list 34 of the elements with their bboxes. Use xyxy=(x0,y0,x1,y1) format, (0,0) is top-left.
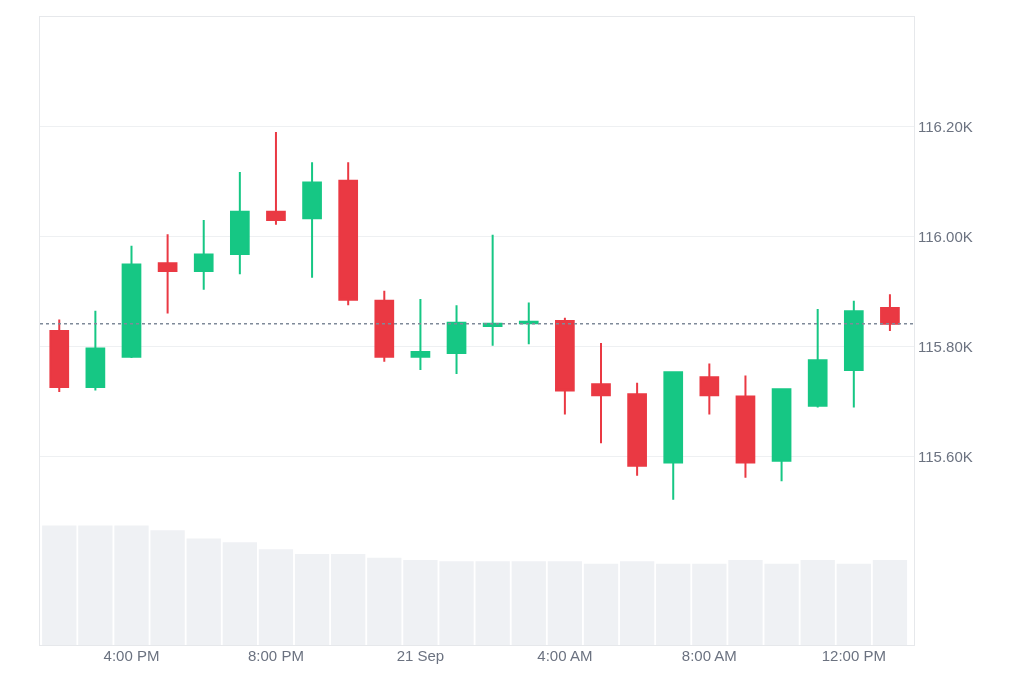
candlestick xyxy=(663,371,684,501)
x-tick-label: 21 Sep xyxy=(396,647,445,664)
candlestick xyxy=(735,374,756,479)
candlestick xyxy=(193,218,214,291)
candlestick xyxy=(699,362,720,416)
candlestick xyxy=(771,388,792,483)
candlestick xyxy=(157,233,178,315)
y-tick-label: 116.20K xyxy=(918,118,973,136)
candlestick xyxy=(85,309,106,392)
x-tick-label: 12:00 PM xyxy=(821,647,886,664)
candlestick xyxy=(410,298,431,372)
x-tick-label: 4:00 PM xyxy=(103,647,160,664)
candlestick xyxy=(482,233,503,347)
candlestick xyxy=(374,289,395,363)
candlestick xyxy=(266,130,286,226)
candlestick xyxy=(807,308,828,409)
y-tick-label: 115.80K xyxy=(918,338,973,356)
candlestick xyxy=(880,293,900,332)
x-tick-label: 4:00 AM xyxy=(537,647,593,664)
candlestick xyxy=(627,381,647,477)
y-tick-label: 115.60K xyxy=(918,448,973,466)
x-tick-label: 8:00 AM xyxy=(681,647,737,664)
candlestick xyxy=(338,161,359,307)
x-tick-label: 8:00 PM xyxy=(248,647,304,664)
candlestick xyxy=(843,299,864,409)
candlestick xyxy=(121,244,142,359)
candlestick xyxy=(555,316,575,416)
candlestick xyxy=(446,304,467,375)
candlestick xyxy=(229,171,250,276)
candlestick xyxy=(591,342,611,445)
candlestick xyxy=(518,301,539,346)
candlestick xyxy=(302,161,322,279)
candlestick xyxy=(49,318,70,394)
y-tick-label: 116.00K xyxy=(918,228,973,246)
